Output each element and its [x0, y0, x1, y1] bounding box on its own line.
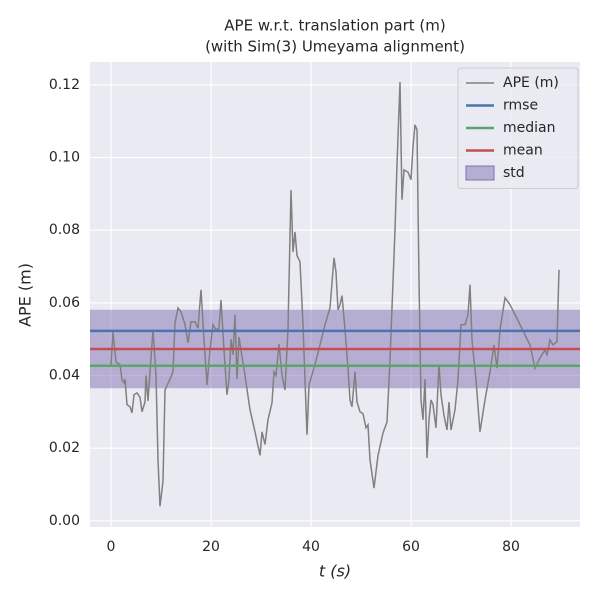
x-tick-label: 80	[502, 539, 520, 555]
y-tick-label: 0.00	[49, 513, 80, 529]
x-axis-label: t (s)	[319, 562, 351, 581]
legend-label: mean	[503, 143, 543, 159]
x-tick-label: 60	[402, 539, 420, 555]
chart-subtitle: (with Sim(3) Umeyama alignment)	[205, 38, 465, 56]
x-tick-label: 0	[107, 539, 116, 555]
legend-label: rmse	[503, 98, 538, 114]
y-tick-label: 0.04	[49, 368, 80, 384]
legend-label: std	[503, 165, 525, 181]
legend-label: APE (m)	[503, 75, 559, 91]
x-tick-label: 20	[202, 539, 220, 555]
chart-title: APE w.r.t. translation part (m)	[224, 17, 445, 35]
y-tick-label: 0.10	[49, 150, 80, 166]
x-tick-label: 40	[302, 539, 320, 555]
legend-swatch	[465, 165, 495, 181]
y-tick-label: 0.08	[49, 222, 80, 238]
y-tick-label: 0.06	[49, 295, 80, 311]
legend-label: median	[503, 120, 555, 136]
y-axis-label: APE (m)	[16, 263, 35, 327]
ape-line	[110, 81, 560, 507]
y-tick-label: 0.12	[49, 77, 80, 93]
legend-box	[457, 67, 579, 189]
y-tick-label: 0.02	[49, 440, 80, 456]
